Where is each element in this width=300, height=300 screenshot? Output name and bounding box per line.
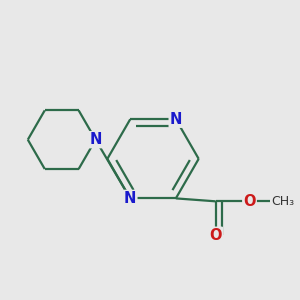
Text: N: N: [124, 191, 136, 206]
Text: CH₃: CH₃: [272, 195, 295, 208]
Text: N: N: [170, 112, 182, 127]
Text: O: O: [209, 228, 222, 243]
Text: O: O: [243, 194, 256, 209]
Text: N: N: [89, 132, 102, 147]
